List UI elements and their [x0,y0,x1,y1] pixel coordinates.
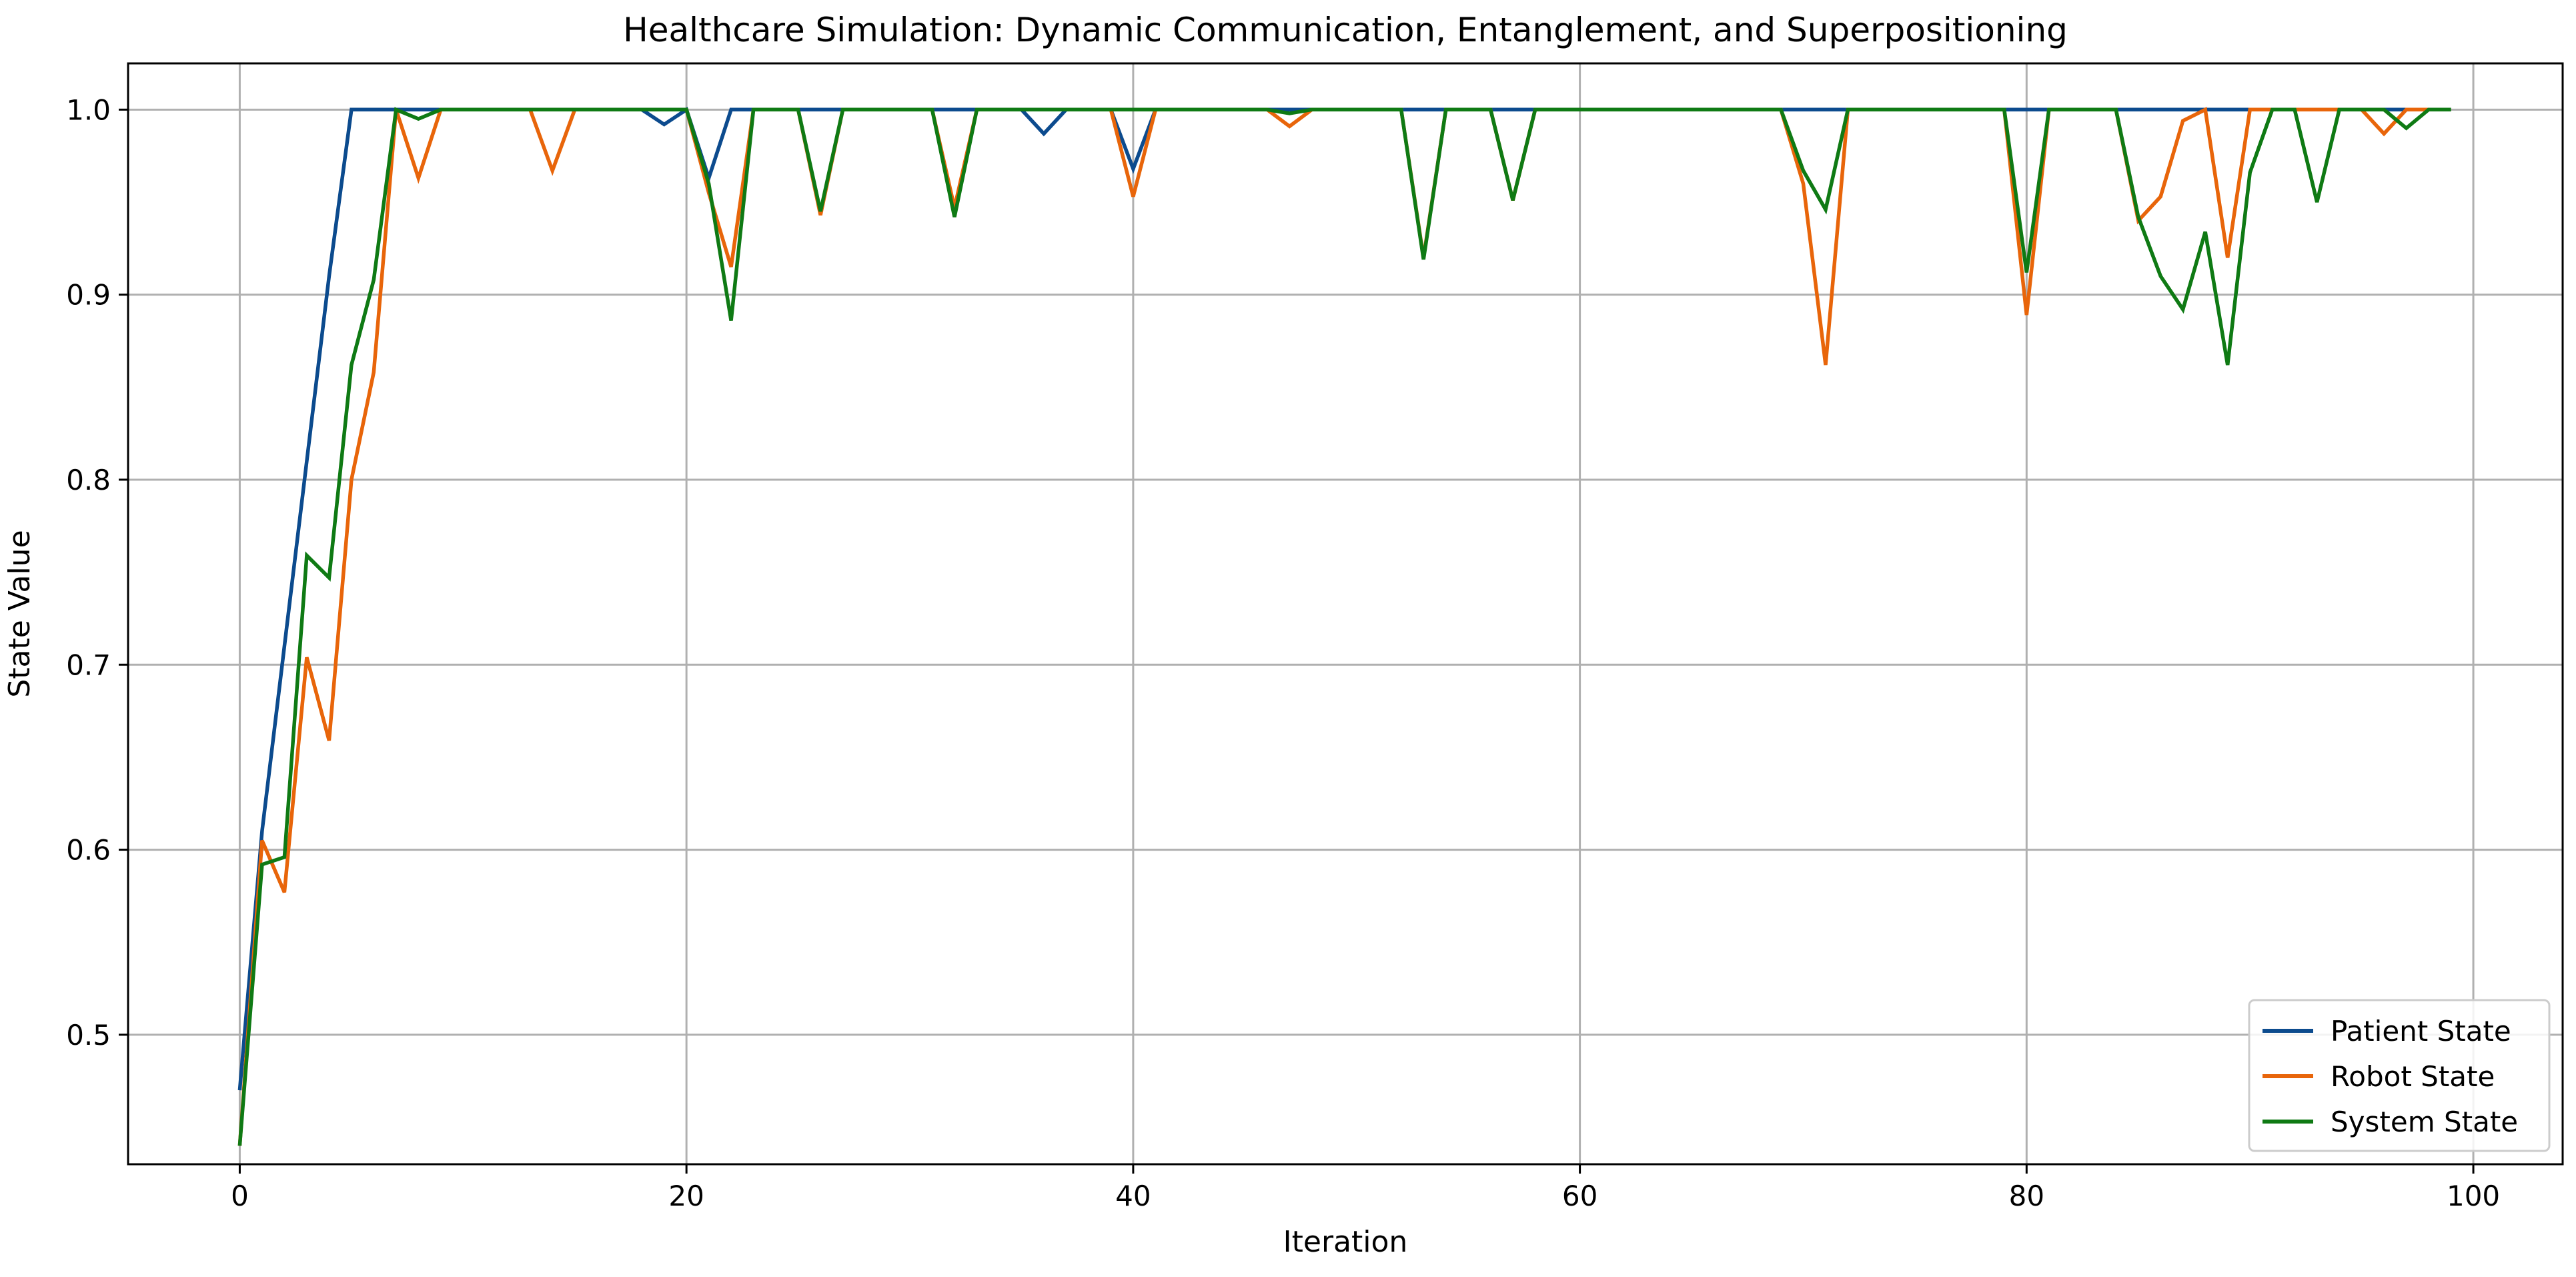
plot-frame [127,62,2564,1166]
y-tick-label-2: 0.7 [66,649,111,681]
x-tick-label-2: 40 [1115,1180,1151,1212]
legend-label-patient-state: Patient State [2331,1015,2511,1047]
x-tick-label-1: 20 [668,1180,704,1212]
series-line-system-state [237,107,2451,1146]
y-tick-label-1: 0.6 [66,834,111,867]
legend: Patient State Robot State System State [2248,999,2551,1152]
series-lines [237,107,2451,1146]
x-axis-label: Iteration [1283,1225,1408,1259]
grid-lines [128,63,2563,1164]
legend-box [2248,999,2551,1152]
y-axis-label: State Value [3,530,37,697]
y-tick-label-5: 1.0 [66,93,111,126]
x-axis-ticks: 0 20 40 60 80 100 [231,1164,2500,1212]
legend-label-robot-state: Robot State [2331,1060,2495,1093]
x-tick-label-4: 80 [2009,1180,2044,1212]
x-tick-label-3: 60 [1562,1180,1597,1212]
y-axis-ticks: 0.5 0.6 0.7 0.8 0.9 1.0 [66,93,128,1051]
chart-title: Healthcare Simulation: Dynamic Communica… [623,11,2068,49]
y-tick-label-3: 0.8 [66,464,111,496]
y-tick-label-4: 0.9 [66,279,111,312]
legend-label-system-state: System State [2331,1106,2518,1138]
x-tick-label-0: 0 [231,1180,249,1212]
x-tick-label-5: 100 [2447,1180,2500,1212]
y-tick-label-0: 0.5 [66,1019,111,1051]
